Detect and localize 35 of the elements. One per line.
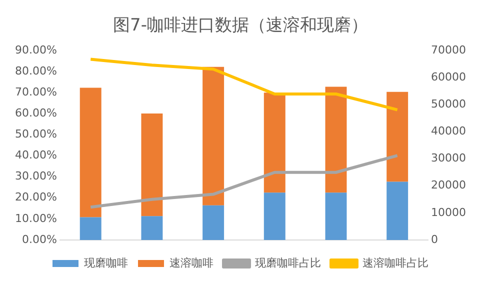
bar [386,182,408,240]
y-tick-label: 0.00% [22,232,57,246]
y-tick-label: 20.00% [14,190,57,204]
y-tick-label: 50.00% [14,128,57,141]
legend-label: 速溶咖啡占比 [362,256,428,270]
bar [80,88,102,218]
bar [202,66,224,206]
y2-tick-label: 70000 [431,43,466,56]
y-tick-label: 80.00% [14,64,57,78]
y-tick-label: 70.00% [14,85,57,98]
legend-label: 速溶咖啡 [170,256,214,270]
y-tick-label: 30.00% [14,170,57,183]
y2-tick-label: 60000 [431,70,466,84]
bar [202,205,224,240]
bar [325,86,347,193]
chart-title: 图7-咖啡进口数据（速溶和现磨） [113,16,368,36]
y-tick-label: 60.00% [14,106,57,120]
bar [141,114,163,216]
bar [80,217,102,240]
y2-tick-label: 0 [431,232,438,246]
y2-tick-label: 30000 [431,152,466,165]
legend-label: 现磨咖啡 [84,256,128,270]
bar [325,192,347,240]
y2-tick-label: 10000 [431,206,466,219]
bar [141,216,163,240]
y-tick-label: 90.00% [14,43,57,56]
bar [264,192,286,240]
bar [386,92,408,182]
bar [264,92,286,193]
legend-label: 现磨咖啡占比 [255,256,321,270]
y2-tick-label: 20000 [431,178,466,192]
y-tick-label: 10.00% [14,212,57,225]
y2-tick-label: 50000 [431,97,466,110]
y-tick-label: 40.00% [14,148,57,162]
y2-tick-label: 40000 [431,124,466,138]
